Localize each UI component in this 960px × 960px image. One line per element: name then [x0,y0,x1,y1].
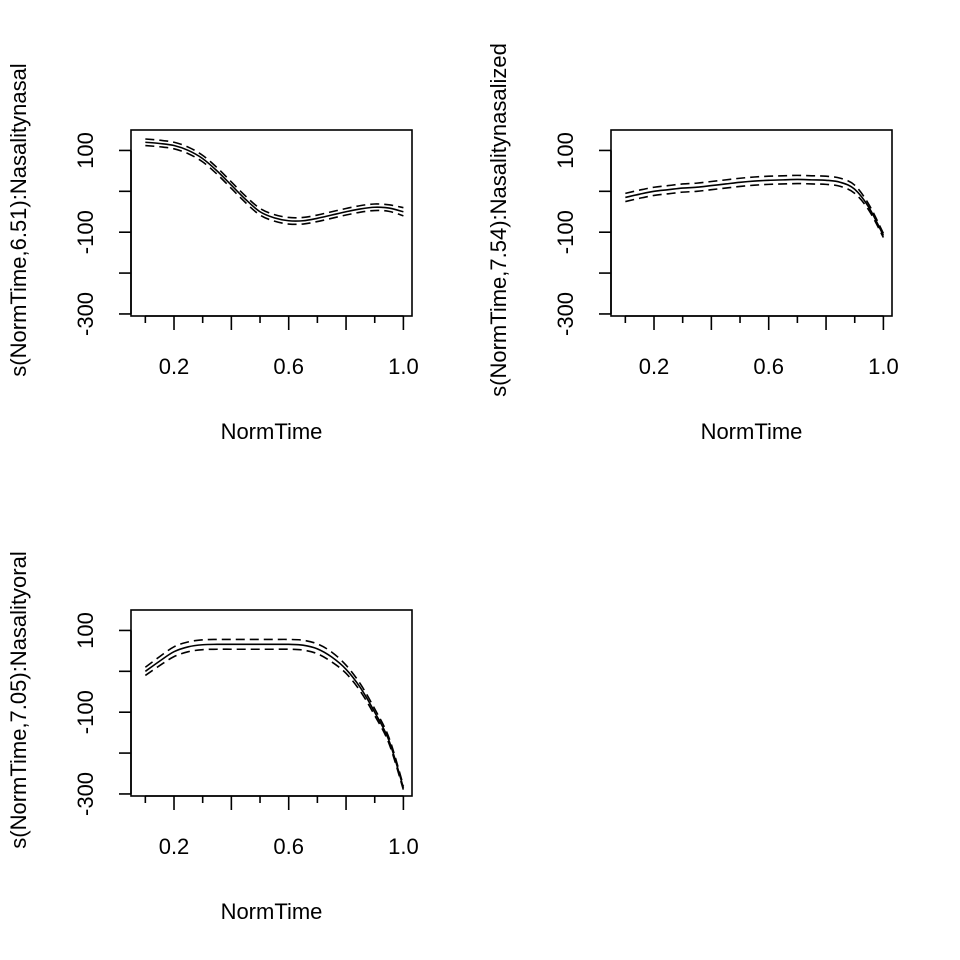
x-axis-title: NormTime [221,419,323,444]
y-tick-label: -100 [73,690,98,734]
panel-1: 0.2 0.6 1.0 -300 -100 100 NormTime s(NormTime,6… [6,63,419,444]
x-tick-label: 0.6 [753,354,784,379]
x-tick-label: 0.6 [273,354,304,379]
y-tick-label: 100 [73,612,98,649]
y-tick-label: -100 [73,210,98,254]
x-tick-label: 0.2 [159,834,190,859]
y-tick-label: -100 [553,210,578,254]
y-axis-title: s(NormTime,7.54):Nasalitynasalized [486,43,511,397]
smooth-fit-line [145,141,404,222]
y-tick-label: 100 [553,132,578,169]
smooth-fit-line [144,643,405,789]
x-axis-title: NormTime [221,899,323,924]
x-tick-label: 1.0 [868,354,899,379]
y-tick-label: 100 [73,132,98,169]
y-tick-label: -300 [73,292,98,336]
confidence-band-lower [145,144,404,226]
x-tick-label: 1.0 [388,354,419,379]
smooth-fit-line [625,178,885,236]
panel-3: 0.2 0.6 1.0 -300 -100 100 NormTime s(NormTime,7… [6,551,419,924]
x-tick-label: 0.2 [639,354,670,379]
plot-frame [610,129,893,317]
plot-frame [130,129,413,317]
confidence-band-upper [625,174,885,234]
y-axis-title: s(NormTime,7.05):Nasalityoral [6,551,31,848]
y-tick-label: -300 [553,292,578,336]
panel-2: 0.2 0.6 1.0 -300 -100 100 NormTime s(NormTime,7… [486,43,899,444]
x-tick-label: 0.6 [273,834,304,859]
y-axis-title: s(NormTime,6.51):Nasalitynasal [6,63,31,376]
x-tick-label: 0.2 [159,354,190,379]
x-tick-label: 1.0 [388,834,419,859]
y-tick-label: -300 [73,772,98,816]
confidence-band-lower [625,182,885,238]
confidence-band-upper [145,138,404,219]
x-axis-title: NormTime [701,419,803,444]
confidence-band-lower [144,648,405,791]
confidence-band-upper [144,638,405,787]
